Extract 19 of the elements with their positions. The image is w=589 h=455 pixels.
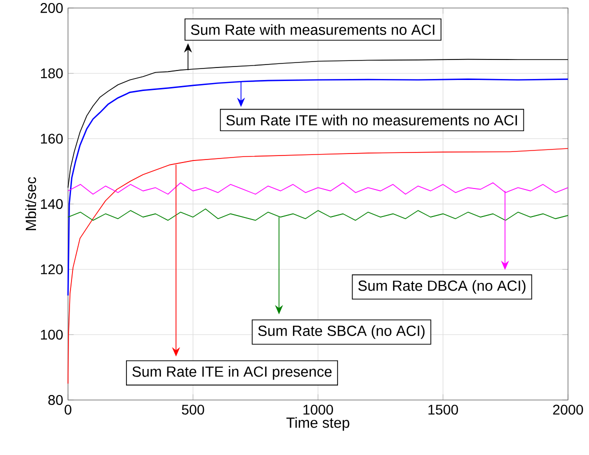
y-tick-label: 100 — [41, 330, 63, 340]
x-tick-label: 2000 — [553, 404, 584, 415]
y-tick-label: 200 — [40, 3, 63, 13]
x-tick-label: 1000 — [303, 404, 334, 415]
annotation: Sum Rate ITE in ACI presence — [132, 366, 332, 380]
annotation: Sum Rate DBCA (no ACI) — [358, 280, 526, 294]
y-tick-label: 80 — [48, 395, 63, 405]
x-tick-label: 1500 — [428, 404, 458, 415]
annotation: Sum Rate ITE with no measurements no ACI — [226, 114, 517, 126]
y-tick-label: 180 — [41, 68, 63, 78]
x-axis-title: Time step — [286, 417, 350, 431]
x-tick-label: 0 — [64, 404, 72, 415]
x-tick-label: 500 — [182, 404, 204, 415]
y-tick-label: 120 — [41, 264, 63, 274]
y-tick-label: 160 — [41, 134, 63, 144]
y-axis-title: Mbit/sec — [25, 177, 36, 230]
annotation: Sum Rate SBCA (no ACI) — [258, 325, 425, 339]
y-tick-label: 140 — [41, 199, 63, 209]
annotation: Sum Rate with measurements no ACI — [190, 24, 434, 35]
